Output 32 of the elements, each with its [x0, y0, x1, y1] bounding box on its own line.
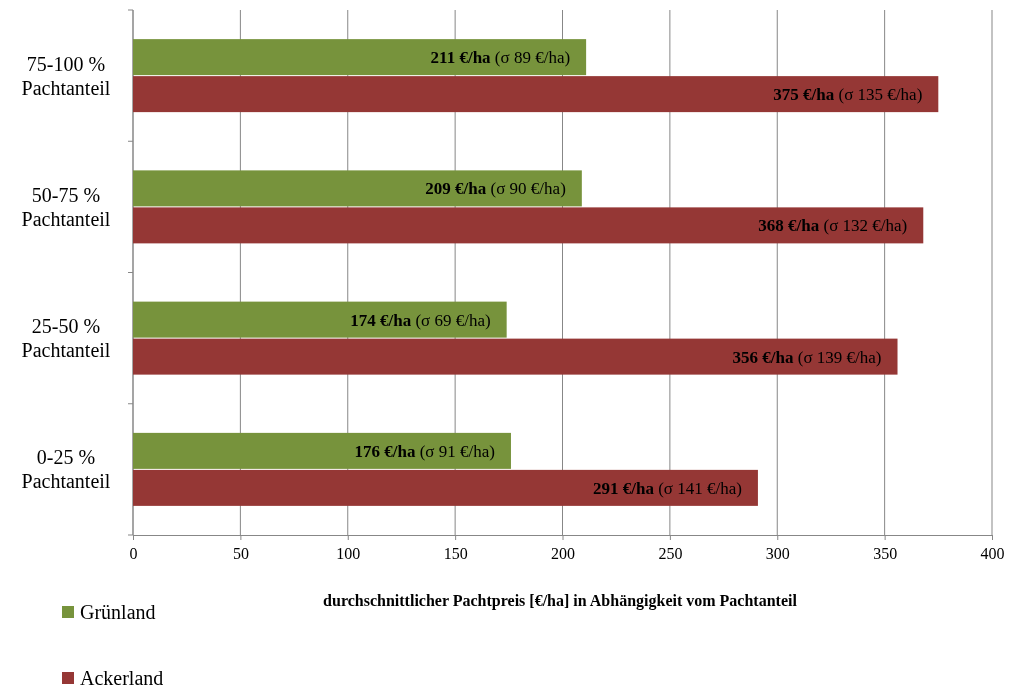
y-tick-label: 25-50 % Pachtanteil [21, 315, 111, 362]
data-label: 375 €/ha (σ 135 €/ha) [773, 85, 923, 105]
bar [133, 39, 587, 76]
data-label: 291 €/ha (σ 141 €/ha) [592, 478, 742, 498]
data-label: 209 €/ha (σ 90 €/ha) [425, 179, 566, 199]
legend-label: Ackerland [80, 667, 164, 688]
data-label: 176 €/ha (σ 91 €/ha) [354, 441, 495, 461]
x-tick-label: 250 [658, 545, 683, 562]
x-tick-label: 200 [551, 545, 575, 562]
data-label: 211 €/ha (σ 89 €/ha) [430, 48, 571, 68]
x-tick-label: 400 [980, 545, 1005, 562]
x-tick-label: 350 [873, 545, 898, 562]
bar [133, 469, 758, 506]
y-tick-label: 0-25 % Pachtanteil [21, 446, 111, 493]
bar [133, 76, 939, 113]
y-tick-label: 75-100 % Pachtanteil [21, 52, 111, 99]
bar [133, 207, 924, 244]
x-tick-label: 100 [336, 545, 361, 562]
x-tick-label: 0 [129, 545, 138, 562]
x-tick-label: 50 [232, 545, 249, 562]
data-label: 174 €/ha (σ 69 €/ha) [350, 310, 491, 330]
data-label: 368 €/ha (σ 132 €/ha) [758, 216, 908, 236]
y-tick-label: 50-75 % Pachtanteil [21, 183, 111, 230]
x-axis-title: durchschnittlicher Pachtpreis [€/ha] in Abhängigkeit vom Pachtanteil [323, 592, 798, 610]
data-label: 356 €/ha (σ 139 €/ha) [732, 347, 882, 367]
bar [133, 301, 507, 338]
bar [133, 432, 511, 469]
x-tick-label: 150 [443, 545, 468, 562]
x-tick-label: 300 [765, 545, 790, 562]
bar [133, 338, 898, 375]
bar [133, 170, 582, 207]
legend-label: Grünland [80, 601, 156, 623]
